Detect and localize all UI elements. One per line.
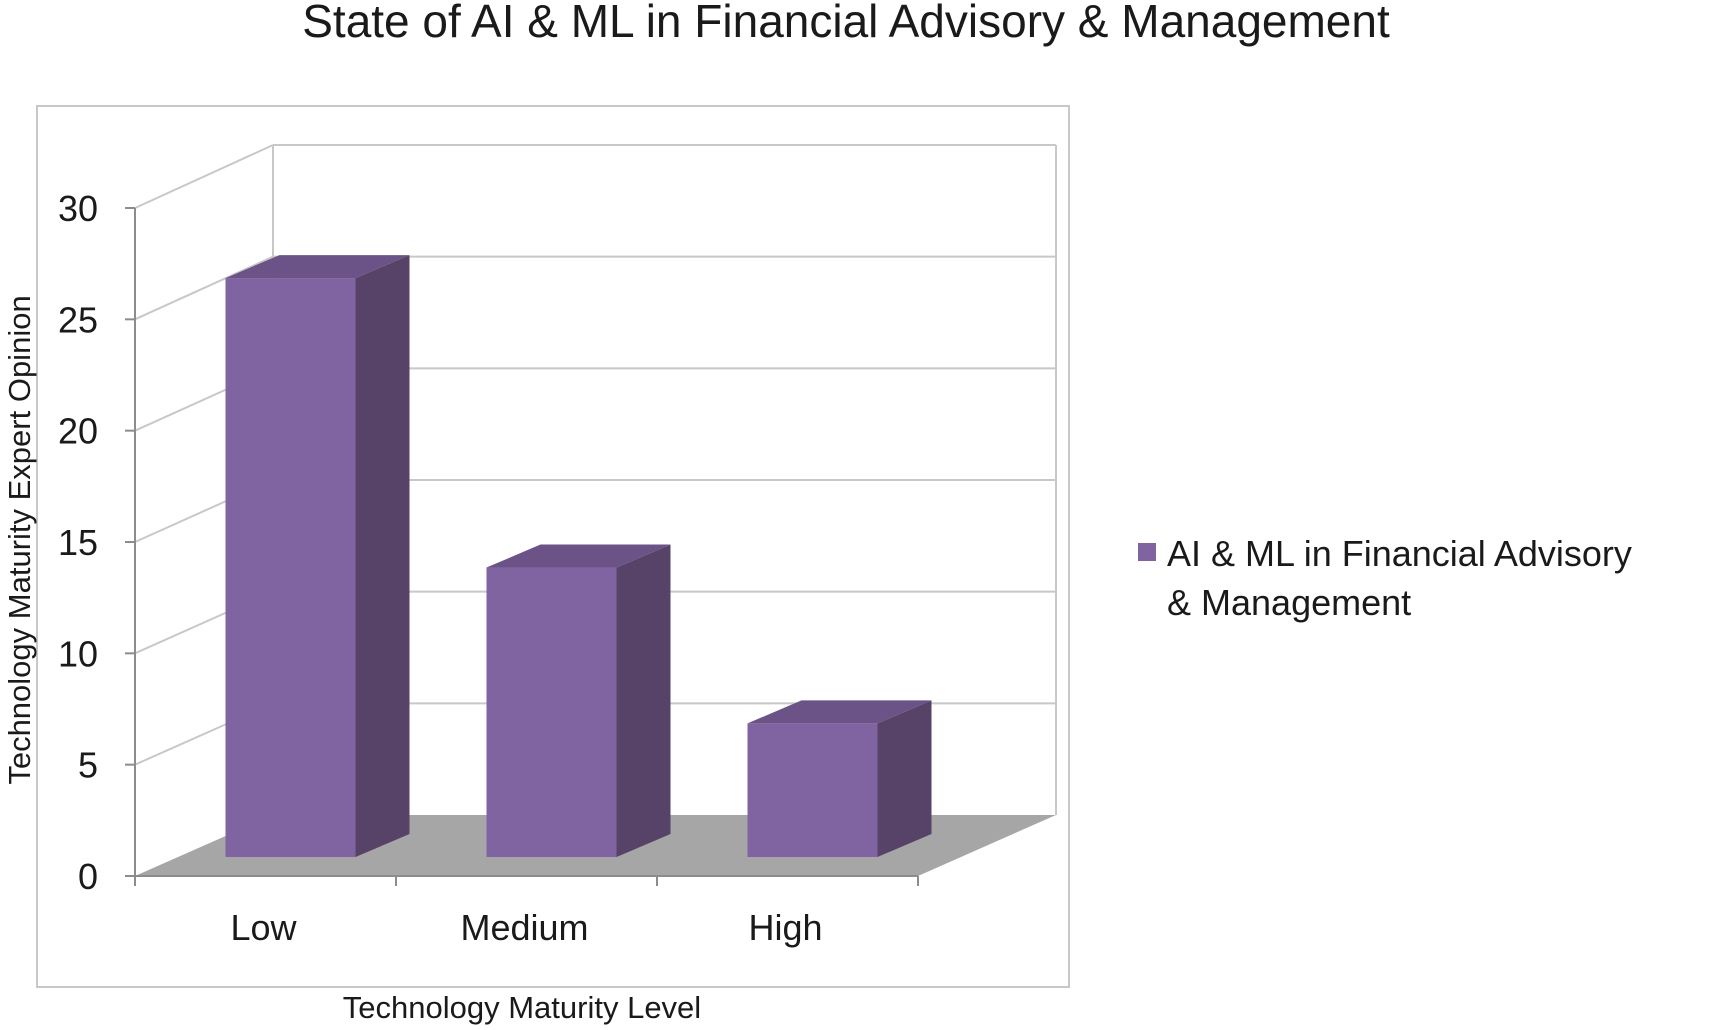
x-tick-label: High [748,907,822,948]
legend-swatch [1138,543,1156,561]
bars: Low Medium High [225,255,932,948]
bar-top [747,700,932,724]
y-tick-label: 25 [58,299,98,340]
x-tick-label: Low [230,907,297,948]
y-tick-label: 20 [58,411,98,452]
bar-side [616,544,671,857]
bar-top [486,544,671,568]
y-axis-label: Technology Maturity Expert Opinion [2,295,37,784]
y-tick-label: 15 [58,522,98,563]
legend-label: & Management [1167,582,1411,623]
y-tick-label: 10 [58,633,98,674]
bar [225,278,356,858]
x-axis-label: Technology Maturity Level [343,990,701,1025]
side-gridline [134,144,274,209]
chart-title: State of AI & ML in Financial Advisory &… [302,0,1390,47]
side-gridline [134,255,274,321]
legend-label: AI & ML in Financial Advisory [1167,533,1632,574]
bar [486,567,617,857]
axis-labels: Technology Maturity Expert Opinion Techn… [2,295,701,1025]
y-tick-label: 30 [58,188,98,229]
bar-side [877,700,932,857]
plot-frame [36,105,1070,988]
bar-side [355,255,410,858]
legend: AI & ML in Financial Advisory & Managemen… [1138,533,1632,623]
axes: 0 5 10 15 20 25 30 [58,188,919,897]
bar [747,723,878,857]
x-tick-label: Medium [460,907,588,948]
y-tick-label: 0 [78,856,98,897]
y-tick-label: 5 [78,745,98,786]
bar-top [225,255,410,279]
